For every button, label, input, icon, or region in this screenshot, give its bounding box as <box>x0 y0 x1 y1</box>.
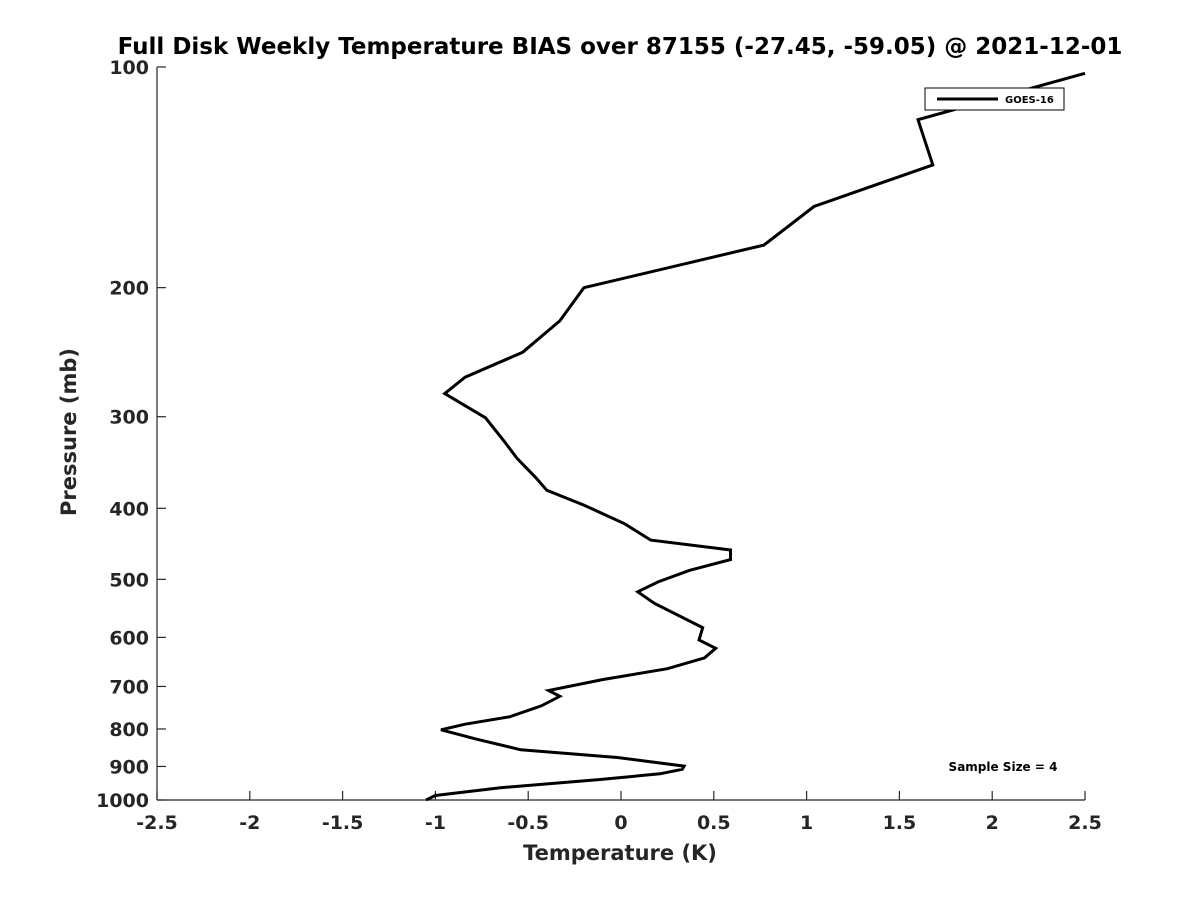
x-tick-label: 0.5 <box>697 812 731 834</box>
x-axis-label: Temperature (K) <box>523 841 717 865</box>
x-tick-label: 2 <box>986 812 999 834</box>
y-tick-label: 400 <box>109 498 149 520</box>
sample-size-annotation: Sample Size = 4 <box>949 760 1058 774</box>
x-tick-label: 1.5 <box>883 812 917 834</box>
x-tick-label: -2.5 <box>136 812 178 834</box>
y-tick-label: 700 <box>109 676 149 698</box>
x-tick-label: -2 <box>239 812 260 834</box>
x-tick-label: -1 <box>425 812 446 834</box>
x-tick-label: -1.5 <box>322 812 364 834</box>
y-axis-ticks: 100 200 300 400 500 600 700 800 900 1000 <box>96 57 166 812</box>
y-tick-label: 500 <box>109 569 149 591</box>
plot-area: -2.5 -2 -1.5 -1 -0.5 0 0.5 1 1.5 2 2.5 100 200 300 40… <box>96 57 1102 834</box>
y-tick-label: 800 <box>109 719 149 741</box>
y-tick-label: 100 <box>109 57 149 79</box>
y-tick-label: 600 <box>109 627 149 649</box>
goes-16-series-line <box>425 71 1086 802</box>
legend: GOES-16 <box>924 87 1065 111</box>
y-tick-label: 900 <box>109 756 149 778</box>
y-tick-label: 200 <box>109 278 149 300</box>
x-axis-ticks: -2.5 -2 -1.5 -1 -0.5 0 0.5 1 1.5 2 2.5 <box>136 791 1102 834</box>
x-tick-label: 2.5 <box>1068 812 1102 834</box>
x-tick-label: 1 <box>800 812 813 834</box>
legend-label-goes-16: GOES-16 <box>1005 95 1054 106</box>
x-tick-label: 0 <box>614 812 627 834</box>
chart-title: Full Disk Weekly Temperature BIAS over 8… <box>118 34 1123 60</box>
y-tick-label: 1000 <box>96 790 149 812</box>
x-tick-label: -0.5 <box>507 812 549 834</box>
y-axis-label: Pressure (mb) <box>57 348 81 516</box>
y-tick-label: 300 <box>109 407 149 429</box>
